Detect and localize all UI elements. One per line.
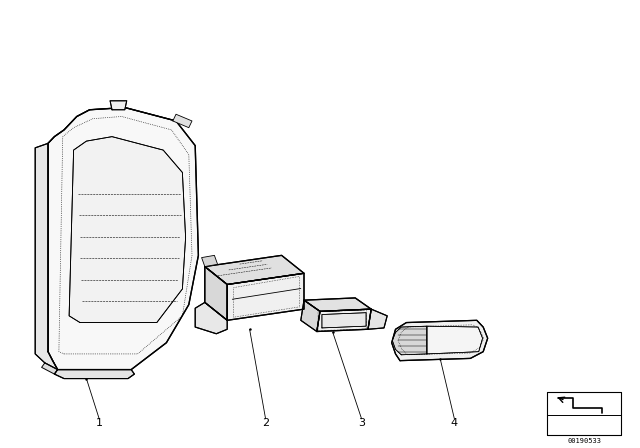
Polygon shape [392, 320, 488, 361]
Polygon shape [368, 309, 387, 329]
Text: 2: 2 [262, 418, 269, 428]
Polygon shape [173, 114, 192, 128]
Polygon shape [42, 363, 58, 374]
Text: 1: 1 [96, 418, 102, 428]
Polygon shape [205, 255, 304, 284]
Polygon shape [304, 298, 371, 311]
Polygon shape [392, 326, 427, 355]
Polygon shape [317, 309, 371, 332]
Polygon shape [227, 273, 304, 320]
Polygon shape [69, 137, 186, 323]
Polygon shape [54, 370, 134, 379]
Polygon shape [427, 326, 483, 354]
Polygon shape [322, 313, 366, 328]
Polygon shape [205, 267, 227, 320]
Polygon shape [301, 300, 320, 332]
Text: 3: 3 [358, 418, 365, 428]
Polygon shape [110, 101, 127, 110]
Polygon shape [48, 108, 198, 370]
Text: 00190533: 00190533 [567, 438, 601, 444]
Polygon shape [202, 255, 218, 267]
Text: 4: 4 [451, 418, 458, 428]
Polygon shape [35, 143, 58, 370]
Polygon shape [195, 302, 227, 334]
